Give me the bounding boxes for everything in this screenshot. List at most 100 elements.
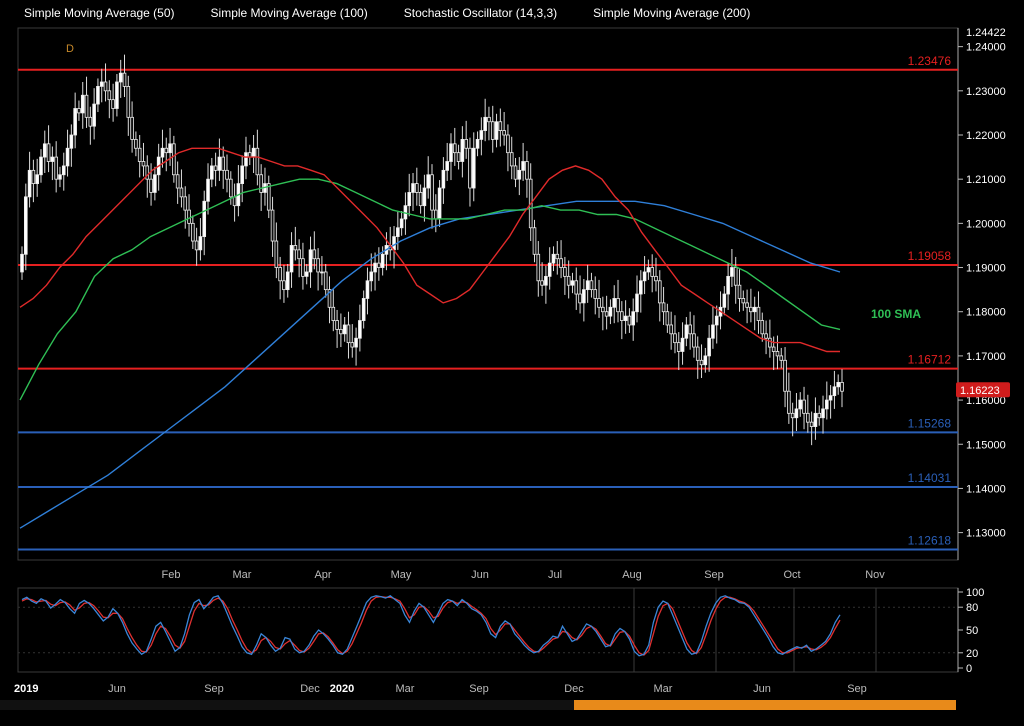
candle-body [620,311,624,321]
month-label: Mar [233,569,252,581]
candle-body [118,72,123,83]
plot-area [17,27,959,561]
candle-body [680,337,685,352]
candle-body [107,90,112,101]
candle-body [532,227,537,255]
candle-body [764,333,768,339]
candle-body [433,209,438,220]
candle-body [210,165,214,180]
candle-body [115,81,119,109]
candle-body [703,355,708,366]
candle-body [688,324,692,335]
candle-body [206,178,210,202]
candle-body [589,280,594,291]
price-tick-label: 1.24000 [966,42,1006,54]
candle-body [654,275,658,282]
candle-body [92,103,96,127]
last-price-tag [956,382,1010,398]
candle-body [817,412,822,419]
candle-body [601,306,605,313]
sma50-line [19,147,840,353]
candle-body [452,143,457,154]
candle-body [285,271,290,291]
timeline-scroll-track [0,700,574,710]
candle-body [198,236,203,251]
candle-body [825,399,829,410]
candle-body [134,139,138,149]
candle-body [126,86,131,118]
candle-body [361,298,366,321]
candle-body [145,165,150,180]
legend-stochastic[interactable]: Stochastic Oscillator (14,3,3) [403,6,558,20]
timeframe-marker: D [66,43,74,55]
candle-body [502,130,506,136]
price-tick-label: 1.17000 [966,351,1006,363]
candle-body [179,187,184,198]
price-top-label: 1.24422 [966,27,1006,39]
price-tick-label: 1.14000 [966,483,1006,495]
timeline-bar [0,676,1024,700]
candle-body [521,161,525,171]
candle-body [304,271,309,277]
candle-body [42,143,47,158]
candle-body [638,280,643,295]
candle-body [251,147,256,158]
candle-body [517,169,522,180]
price-tick-label: 1.22000 [966,130,1006,142]
candle-body [20,253,24,273]
candle-body [377,262,381,268]
candle-body [661,302,666,313]
candle-body [475,139,480,149]
candle-body [627,315,632,326]
legend-sma50[interactable]: Simple Moving Average (50) [24,6,175,20]
price-tick-label: 1.13000 [966,528,1006,540]
candle-body [407,192,412,207]
timeline-label: 2020 [330,683,354,695]
candle-body [684,324,689,339]
candle-body [699,359,704,366]
legend-sma100[interactable]: Simple Moving Average (100) [210,6,368,20]
candle-body [316,258,320,273]
candle-body [468,147,472,189]
month-label: Apr [314,569,331,581]
stoch-d-line [21,595,841,656]
price-tick-label: 1.19000 [966,263,1006,275]
candle-body [768,337,772,348]
candle-body [430,174,434,211]
legend-sma200[interactable]: Simple Moving Average (200) [593,6,751,20]
timeline-label: Mar [654,683,673,695]
candle-body [752,306,757,313]
price-tick-label: 1.21000 [966,174,1006,186]
candle-body [756,306,761,321]
candle-body [498,121,503,131]
candle-body [80,94,85,114]
candle-body [714,315,719,326]
candle-body [771,346,776,352]
candle-body [69,134,74,149]
candle-body [103,81,108,92]
osc-tick-label: 80 [966,602,978,614]
candle-body [821,408,825,419]
candle-body [380,253,385,268]
candle-body [631,311,636,326]
timeline-label: Dec [564,683,584,695]
timeline-label: Sep [469,683,489,695]
candle-body [555,253,560,260]
candle-body [50,156,55,162]
candle-body [673,333,677,344]
candle-body [411,183,415,193]
candle-body [183,196,188,211]
candle-body [418,192,423,207]
candle-body [813,412,818,427]
candle-body [259,174,263,193]
candle-body [187,209,191,224]
candle-body [676,342,681,352]
candle-body [282,280,286,291]
level-label: 1.16712 [908,353,952,367]
candle-body [31,169,36,184]
candle-body [593,289,598,299]
candle-body [266,183,271,211]
candle-body [392,236,396,251]
sma100-line [19,178,841,401]
